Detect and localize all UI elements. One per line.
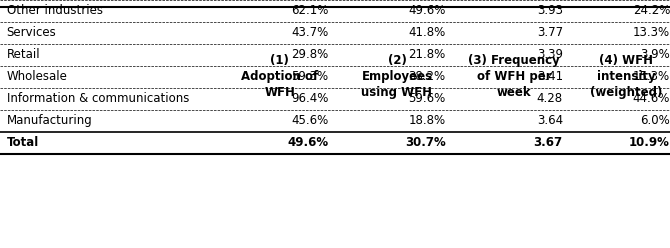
Text: Total: Total: [7, 136, 39, 149]
Text: 10.9%: 10.9%: [629, 136, 670, 149]
Text: 13.3%: 13.3%: [633, 27, 670, 39]
Text: 59.3%: 59.3%: [291, 70, 328, 83]
Text: 3.77: 3.77: [537, 27, 563, 39]
Text: 49.6%: 49.6%: [287, 136, 328, 149]
Text: 41.8%: 41.8%: [408, 27, 446, 39]
Text: 21.8%: 21.8%: [408, 48, 446, 62]
Text: (2)
Employees
using WFH: (2) Employees using WFH: [361, 54, 433, 99]
Text: 3.67: 3.67: [534, 136, 563, 149]
Text: Information & communications: Information & communications: [7, 92, 189, 105]
Text: Manufacturing: Manufacturing: [7, 114, 92, 127]
Text: (3) Frequency
of WFH per
week: (3) Frequency of WFH per week: [468, 54, 560, 99]
Text: (1)
Adoption of
WFH: (1) Adoption of WFH: [241, 54, 318, 99]
Text: 96.4%: 96.4%: [291, 92, 328, 105]
Text: 3.41: 3.41: [537, 70, 563, 83]
Text: 45.6%: 45.6%: [291, 114, 328, 127]
Text: 29.8%: 29.8%: [291, 48, 328, 62]
Text: 3.9%: 3.9%: [641, 48, 670, 62]
Text: 44.6%: 44.6%: [632, 92, 670, 105]
Text: 3.93: 3.93: [537, 4, 563, 17]
Text: 38.2%: 38.2%: [409, 70, 446, 83]
Text: Services: Services: [7, 27, 56, 39]
Text: 43.7%: 43.7%: [291, 27, 328, 39]
Text: 18.8%: 18.8%: [409, 114, 446, 127]
Text: 62.1%: 62.1%: [291, 4, 328, 17]
Text: 3.39: 3.39: [537, 48, 563, 62]
Text: Other industries: Other industries: [7, 4, 103, 17]
Text: Wholesale: Wholesale: [7, 70, 68, 83]
Text: 4.28: 4.28: [537, 92, 563, 105]
Text: (4) WFH
intensity
(weighted): (4) WFH intensity (weighted): [590, 54, 663, 99]
Text: Retail: Retail: [7, 48, 40, 62]
Text: 30.7%: 30.7%: [405, 136, 446, 149]
Text: 6.0%: 6.0%: [641, 114, 670, 127]
Text: 3.64: 3.64: [537, 114, 563, 127]
Text: 15.3%: 15.3%: [633, 70, 670, 83]
Text: 59.6%: 59.6%: [408, 92, 446, 105]
Text: 24.2%: 24.2%: [632, 4, 670, 17]
Text: 49.6%: 49.6%: [408, 4, 446, 17]
